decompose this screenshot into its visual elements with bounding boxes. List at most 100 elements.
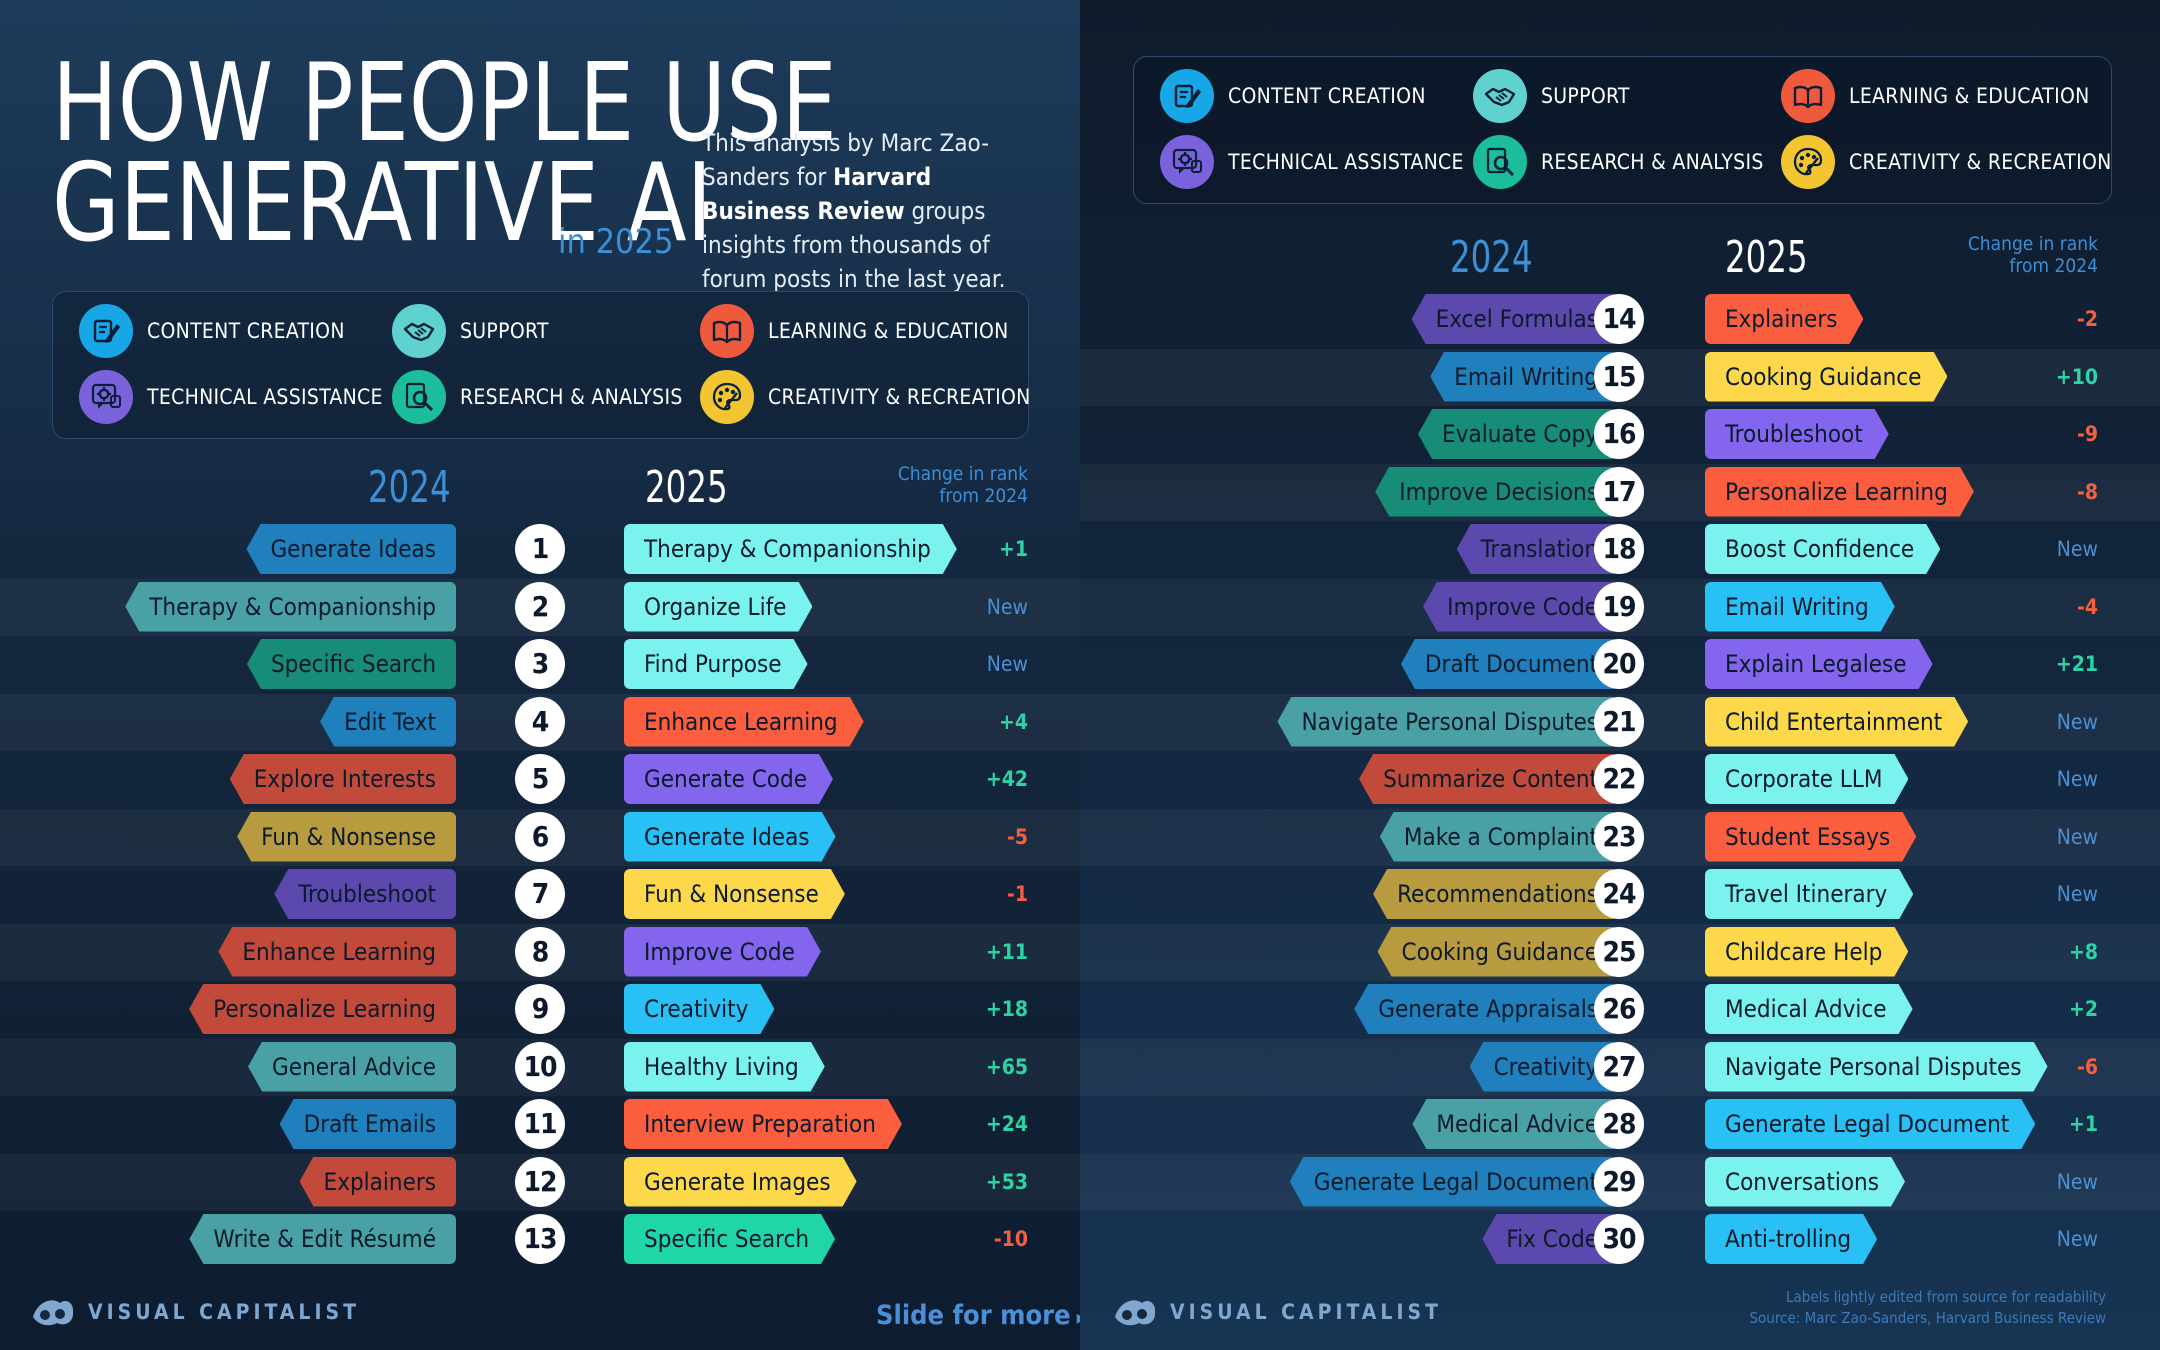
rank-change: -1 [1007, 882, 1028, 906]
use-case-2024: Translation [1456, 524, 1618, 574]
rank-row: Explainers 12 Generate Images +53 [0, 1153, 1080, 1211]
right-legend-item-technical: TECHNICAL ASSISTANCE [1160, 135, 1464, 189]
footer-brand-right: VISUAL CAPITALIST [1170, 1300, 1442, 1324]
rank-row: Summarize Content 22 Corporate LLM New [1080, 751, 2160, 809]
left-panel: HOW PEOPLE USE GENERATIVE AI in 2025 Thi… [0, 0, 1080, 1350]
rank-row: Generate Appraisals 26 Medical Advice +2 [1080, 981, 2160, 1039]
title-line-2: GENERATIVE AI [52, 141, 713, 266]
rank-change: New [2056, 537, 2098, 561]
year-2025-header-right: 2025 [1725, 232, 1808, 283]
legend-left: CONTENT CREATION SUPPORT LEARNING & EDUCAT… [52, 291, 1030, 439]
use-case-2024: Medical Advice [1412, 1099, 1618, 1149]
rank-change: +21 [2055, 652, 2098, 676]
rank-row: Enhance Learning 8 Improve Code +11 [0, 923, 1080, 981]
use-case-2024: Excel Formulas [1411, 294, 1618, 344]
use-case-2024: Enhance Learning [218, 926, 456, 977]
left-legend-item-support: SUPPORT [392, 304, 549, 358]
use-case-2025: Therapy & Companionship [624, 524, 957, 574]
rank-number: 1 [515, 524, 565, 574]
change-header-line-1: Change in rank [897, 463, 1028, 485]
rank-row: Medical Advice 28 Generate Legal Document +… [1080, 1096, 2160, 1154]
rank-change: -6 [2077, 1054, 2098, 1079]
use-case-2025: Corporate LLM [1705, 754, 1908, 804]
left-legend-item-technical: TECHNICAL ASSISTANCE [79, 370, 383, 424]
use-case-2025: Improve Code [624, 927, 821, 977]
use-case-2024: Explainers [299, 1156, 456, 1207]
left-legend-item-content: CONTENT CREATION [79, 304, 345, 358]
intro-source-name: Harvard Business Review [702, 163, 932, 225]
year-2024-header: 2024 [368, 462, 451, 513]
right-legend-label-learning: LEARNING & EDUCATION [1849, 84, 2090, 108]
rank-change: +18 [985, 997, 1028, 1021]
rank-row: Therapy & Companionship 2 Organize Life New [0, 578, 1080, 636]
rank-row: Specific Search 3 Find Purpose New [0, 636, 1080, 694]
right-legend-item-content: CONTENT CREATION [1160, 69, 1426, 123]
use-case-2024: Troubleshoot [274, 869, 456, 919]
rank-number: 7 [515, 869, 565, 919]
use-case-2024: Specific Search [246, 639, 456, 689]
right-legend-item-learning: LEARNING & EDUCATION [1781, 69, 2090, 123]
left-legend-item-research: RESEARCH & ANALYSIS [392, 370, 683, 424]
use-case-2024: Draft Document [1400, 639, 1618, 689]
use-case-2025: Generate Legal Document [1705, 1099, 2035, 1149]
use-case-2025: Explainers [1705, 294, 1863, 344]
rank-number: 25 [1594, 926, 1644, 977]
right-legend-label-research: RESEARCH & ANALYSIS [1541, 150, 1764, 174]
rank-change: New [2056, 824, 2098, 849]
use-case-2025: Troubleshoot [1705, 409, 1889, 459]
use-case-2024: Improve Decisions [1375, 466, 1618, 517]
handshake-icon [1473, 69, 1527, 123]
right-panel: CONTENT CREATION SUPPORT LEARNING & EDUCAT… [1080, 0, 2160, 1350]
rank-number: 13 [515, 1214, 565, 1264]
visual-capitalist-logo-icon-right [1115, 1300, 1156, 1326]
use-case-2024: Email Writing [1430, 351, 1618, 402]
use-case-2025: Healthy Living [624, 1042, 825, 1092]
slide-for-more-link[interactable]: Slide for more▸ [876, 1300, 1080, 1331]
rank-number: 22 [1594, 754, 1644, 804]
rank-change: +1 [2069, 1112, 2098, 1136]
use-case-2024: Explore Interests [229, 754, 456, 804]
use-case-2024: Cooking Guidance [1377, 926, 1618, 977]
use-case-2025: Generate Code [624, 754, 833, 804]
rank-number: 24 [1594, 869, 1644, 919]
magnifier-doc-icon [392, 370, 446, 424]
rank-change: New [2056, 767, 2098, 791]
use-case-2025: Travel Itinerary [1705, 869, 1913, 919]
rank-number: 4 [515, 696, 565, 747]
title-line-1: HOW PEOPLE USE [52, 41, 837, 166]
use-case-2025: Creativity [624, 984, 774, 1034]
rank-row: Generate Legal Document 29 Conversations Ne… [1080, 1153, 2160, 1211]
rank-number: 10 [515, 1041, 565, 1092]
left-legend-label-learning: LEARNING & EDUCATION [768, 319, 1009, 343]
rank-change: +42 [985, 767, 1028, 791]
use-case-2024: Draft Emails [279, 1099, 456, 1149]
rank-change: New [2056, 709, 2098, 734]
right-legend-label-creativity: CREATIVITY & RECREATION [1849, 150, 2112, 174]
rank-row: General Advice 10 Healthy Living +65 [0, 1038, 1080, 1096]
use-case-2025: Childcare Help [1705, 927, 1908, 977]
use-case-2025: Organize Life [624, 582, 812, 632]
rank-row: Fix Code 30 Anti-trolling New [1080, 1211, 2160, 1269]
rank-change: +24 [985, 1112, 1028, 1136]
right-legend-item-research: RESEARCH & ANALYSIS [1473, 135, 1764, 189]
rank-change: +1 [999, 537, 1028, 561]
rank-row: Recommendations 24 Travel Itinerary New [1080, 866, 2160, 924]
rank-row: Excel Formulas 14 Explainers -2 [1080, 291, 2160, 349]
use-case-2024: Improve Code [1423, 581, 1618, 632]
rank-row: Improve Decisions 17 Personalize Learning -… [1080, 463, 2160, 521]
use-case-2024: Therapy & Companionship [125, 581, 456, 632]
rank-number: 2 [515, 581, 565, 632]
rank-number: 26 [1594, 984, 1644, 1034]
pen-paper-icon [1160, 69, 1214, 123]
use-case-2025: Fun & Nonsense [624, 869, 845, 919]
rank-row: Creativity 27 Navigate Personal Disputes -6 [1080, 1038, 2160, 1096]
rank-number: 8 [515, 926, 565, 977]
magnifier-doc-icon [1473, 135, 1527, 189]
rank-row: Edit Text 4 Enhance Learning +4 [0, 693, 1080, 751]
use-case-2024: Recommendations [1373, 869, 1618, 919]
title-suffix: in 2025 [558, 222, 674, 262]
rank-change: +2 [2069, 997, 2098, 1021]
right-legend-label-content: CONTENT CREATION [1228, 84, 1426, 108]
rank-number: 12 [515, 1156, 565, 1207]
